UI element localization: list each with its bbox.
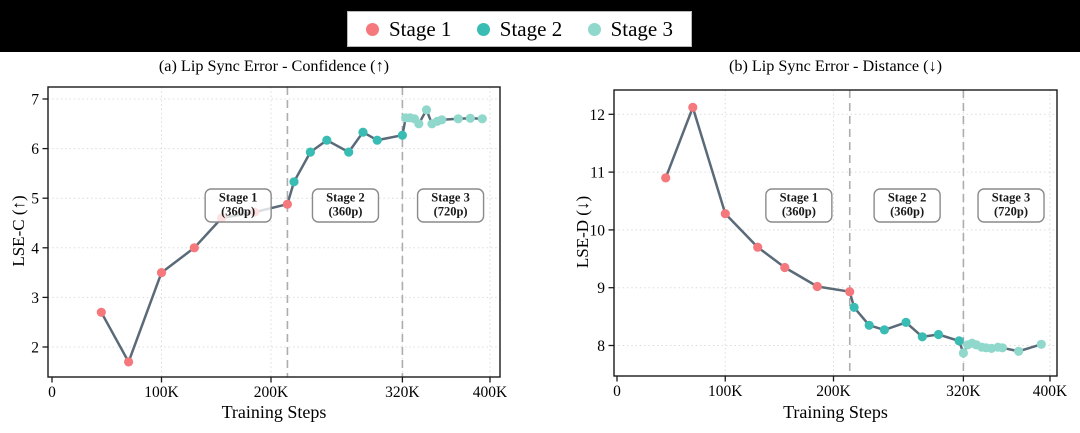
legend-dot-icon	[366, 22, 379, 36]
data-point-stage-2	[879, 325, 889, 335]
series-line	[100, 108, 483, 364]
x-tick-label: 320K	[385, 384, 420, 401]
data-point-stage-3	[997, 343, 1007, 353]
data-point-stage-1	[720, 209, 730, 219]
data-point-stage-2	[954, 336, 964, 346]
data-point-stage-2	[901, 317, 911, 327]
legend-item-label: Stage 1	[389, 16, 452, 41]
data-point-stage-3	[1014, 346, 1024, 356]
data-point-stage-2	[289, 177, 299, 187]
x-tick-label: 200K	[254, 384, 289, 401]
chart-b-x-axis-label: Training Steps	[783, 402, 888, 422]
x-tick-label: 0	[613, 383, 621, 400]
data-point-stage-1	[845, 287, 855, 297]
data-point-stage-2	[849, 302, 859, 312]
x-tick-label: 400K	[473, 384, 508, 401]
chart-b-panel: (b) Lip Sync Error - Distance (↓) LSE-D …	[540, 52, 1080, 433]
data-point-stage-2	[397, 130, 407, 140]
legend-item-label: Stage 3	[610, 16, 673, 41]
data-point-stage-1	[124, 357, 134, 367]
data-point-stage-2	[372, 135, 382, 145]
data-point-stage-3	[453, 114, 463, 124]
stage-box-label: Stage 3	[992, 191, 1031, 205]
data-point-stage-2	[322, 135, 332, 145]
y-tick-label: 11	[590, 165, 605, 182]
data-point-stage-1	[282, 199, 292, 209]
data-point-stage-2	[917, 332, 927, 342]
y-tick-label: 12	[590, 107, 606, 124]
chart-a-x-axis-label: Training Steps	[221, 402, 327, 422]
y-tick-label: 3	[31, 290, 39, 307]
data-point-stage-3	[421, 105, 432, 115]
stage-box-label: Stage 3	[431, 191, 470, 205]
chart-b-title: (b) Lip Sync Error - Distance (↓)	[728, 57, 943, 75]
data-point-stage-2	[864, 320, 874, 330]
legend-dot-icon	[587, 22, 601, 36]
x-tick-label: 100K	[144, 384, 179, 401]
stage-box	[765, 188, 833, 223]
y-tick-label: 4	[31, 240, 39, 257]
x-tick-label: 100K	[708, 383, 743, 400]
x-tick-label: 0	[48, 384, 56, 401]
y-tick-label: 6	[31, 141, 39, 158]
data-point-stage-2	[305, 147, 315, 157]
stage-box-label: Stage 2	[326, 191, 365, 205]
legend-item-stage-2: Stage 2	[476, 16, 563, 41]
stage-box-label: (360p)	[328, 205, 362, 219]
y-tick-label: 9	[597, 280, 605, 297]
y-tick-label: 2	[31, 340, 39, 357]
chart-a-panel: (a) Lip Sync Error - Confidence (↑) LSE-…	[0, 52, 540, 433]
stage-box-label: (720p)	[434, 205, 468, 219]
data-point-stage-2	[344, 147, 354, 157]
data-point-stage-1	[780, 262, 790, 273]
data-point-stage-1	[156, 268, 167, 278]
data-point-stage-3	[1036, 339, 1046, 349]
data-point-stage-1	[753, 242, 763, 252]
x-tick-label: 400K	[1033, 383, 1068, 400]
stage-box	[204, 188, 272, 223]
stage-box-label: (360p)	[890, 205, 924, 219]
stage-box	[311, 188, 380, 223]
data-point-stage-1	[688, 102, 698, 112]
stage-box	[977, 188, 1045, 223]
data-point-stage-1	[661, 173, 671, 183]
data-point-stage-3	[465, 113, 475, 123]
legend-item-stage-1: Stage 1	[366, 16, 452, 41]
plot-border	[613, 89, 1058, 377]
stage-box-label: (360p)	[221, 205, 255, 219]
data-point-stage-2	[358, 127, 368, 137]
y-tick-label: 5	[31, 191, 39, 208]
legend-item-stage-3: Stage 3	[587, 16, 673, 41]
chart-a-plot: Stage 1(360p)Stage 2(360p)Stage 3(720p)0…	[31, 86, 508, 401]
data-point-stage-1	[189, 243, 199, 253]
y-tick-label: 8	[597, 338, 605, 355]
plot-border	[47, 86, 501, 378]
y-tick-label: 7	[31, 92, 39, 109]
data-point-stage-3	[958, 348, 968, 358]
data-point-stage-1	[96, 307, 106, 317]
chart-a-title: (a) Lip Sync Error - Confidence (↑)	[158, 57, 390, 75]
stage-box-label: (720p)	[994, 205, 1028, 219]
data-point-stage-1	[812, 281, 822, 292]
data-point-stage-3	[477, 114, 487, 124]
stage-box	[416, 188, 485, 223]
legend: Stage 1 Stage 2 Stage 3	[347, 11, 692, 47]
stage-box-label: (360p)	[782, 205, 816, 219]
chart-b-plot: Stage 1(360p)Stage 2(360p)Stage 3(720p)0…	[590, 89, 1068, 400]
stage-box	[873, 188, 941, 223]
stage-box-label: Stage 1	[219, 191, 258, 205]
data-point-stage-3	[414, 119, 424, 129]
stage-box-label: Stage 1	[780, 191, 819, 205]
y-tick-label: 10	[590, 222, 606, 239]
x-tick-label: 320K	[946, 383, 981, 400]
data-point-stage-3	[437, 115, 447, 125]
legend-item-label: Stage 2	[499, 16, 563, 41]
legend-dot-icon	[476, 22, 490, 36]
data-point-stage-2	[933, 329, 944, 340]
top-black-bar: Stage 1 Stage 2 Stage 3	[0, 0, 1080, 52]
x-tick-label: 200K	[816, 383, 851, 400]
stage-box-label: Stage 2	[888, 191, 927, 205]
